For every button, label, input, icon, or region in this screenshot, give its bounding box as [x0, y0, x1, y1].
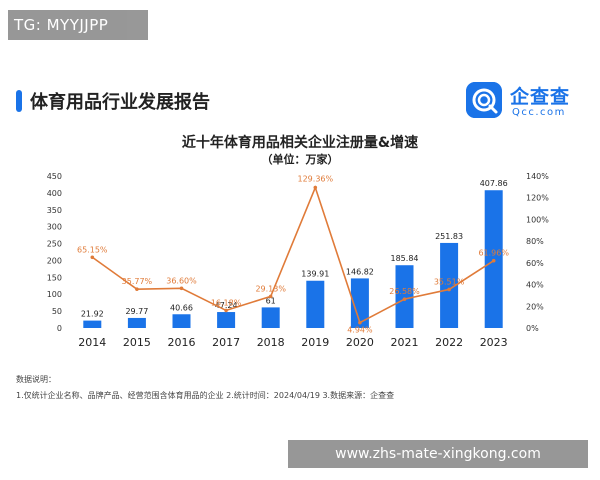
y-left-tick-label: 400	[47, 189, 62, 198]
bar-value-label: 47.24	[215, 301, 238, 310]
bar-value-label: 185.84	[391, 254, 419, 263]
bar-value-label: 40.66	[170, 303, 193, 312]
report-card: 体育用品行业发展报告 企查查 Qcc.com 近十年体育用品相关企业注册量&增速…	[0, 72, 600, 406]
y-left-tick-label: 250	[47, 240, 62, 249]
growth-rate-label: 61.96%	[478, 249, 509, 258]
x-tick-label: 2014	[78, 336, 106, 349]
growth-point	[224, 308, 228, 313]
growth-point	[90, 255, 95, 260]
growth-rate-label: 26.58%	[389, 287, 420, 296]
bar	[350, 278, 369, 328]
chart-subtitle: （单位：万家）	[261, 153, 339, 166]
y-left-tick-label: 450	[47, 172, 62, 181]
y-left-tick-label: 150	[47, 273, 62, 282]
qcc-logo: 企查查 Qcc.com	[466, 82, 586, 126]
y-right-tick-label: 60%	[526, 259, 544, 268]
y-right-tick-label: 20%	[526, 302, 544, 311]
x-tick-label: 2016	[168, 336, 196, 349]
growth-point	[358, 320, 362, 325]
y-right-tick-label: 0%	[526, 324, 539, 333]
combo-chart: 0 50 100 150 200 250 300 350 400 450 0% 20% 40% 60% 80…	[47, 172, 550, 349]
bar-value-label: 146.82	[346, 267, 374, 276]
bar-value-label: 251.83	[435, 232, 463, 241]
bar-value-label: 61	[266, 296, 276, 305]
bar	[261, 307, 280, 328]
bar	[127, 317, 146, 328]
growth-point	[268, 294, 273, 299]
bar-value-label: 21.92	[81, 310, 104, 319]
bar	[217, 312, 236, 328]
y-right-tick-label: 140%	[526, 172, 549, 181]
x-tick-label: 2021	[391, 336, 419, 349]
bar-value-label: 407.86	[480, 179, 508, 188]
y-right-tick-label: 100%	[526, 215, 549, 224]
report-title: 体育用品行业发展报告	[30, 92, 210, 113]
notes-heading: 数据说明：	[16, 375, 56, 384]
growth-point	[179, 286, 184, 291]
bar-value-label: 139.91	[301, 270, 329, 279]
title-accent-bar	[16, 90, 22, 112]
growth-point	[491, 258, 496, 263]
growth-point	[402, 297, 407, 301]
y-right-tick-label: 80%	[526, 237, 544, 246]
growth-line	[91, 185, 495, 324]
logo-domain: Qcc.com	[512, 107, 566, 118]
bar	[440, 242, 459, 328]
growth-rate-label: 129.36%	[298, 175, 334, 184]
notes-body: 1.仅统计企业名称、品牌产品、经营范围含体育用品的企业 2.统计时间：2024/…	[16, 391, 395, 400]
growth-point	[135, 287, 139, 291]
watermark-url-badge: www.zhs-mate-xingkong.com	[288, 440, 588, 468]
watermark-top-badge: TG: MYYJJPP	[8, 10, 148, 40]
bar	[172, 314, 191, 328]
growth-rate-label: 4.94%	[347, 326, 373, 335]
logo-name: 企查查	[510, 86, 571, 108]
bar	[83, 320, 102, 328]
y-left-tick-label: 100	[47, 290, 62, 299]
chart-title: 近十年体育用品相关企业注册量&增速	[181, 135, 419, 151]
growth-rate-label: 16.18%	[211, 298, 242, 307]
growth-rate-label: 65.15%	[77, 245, 108, 254]
growth-rate-label: 29.13%	[255, 284, 286, 293]
y-left-tick-label: 200	[47, 256, 62, 265]
x-tick-label: 2022	[435, 336, 463, 349]
qcc-logo-icon	[466, 82, 502, 118]
bar	[306, 280, 325, 328]
x-tick-label: 2017	[212, 336, 240, 349]
y-left-tick-label: 50	[52, 307, 62, 316]
y-right-tick-label: 120%	[526, 194, 549, 203]
x-tick-label: 2019	[301, 336, 329, 349]
y-left-tick-label: 300	[47, 223, 62, 232]
growth-rate-label: 35.77%	[122, 277, 153, 286]
bar-value-label: 29.77	[125, 307, 148, 316]
growth-point	[447, 287, 451, 292]
growth-rate-label: 35.51%	[434, 277, 465, 286]
growth-point	[313, 185, 318, 190]
y-left-tick-label: 350	[47, 206, 62, 215]
x-tick-label: 2020	[346, 336, 374, 349]
growth-rate-label: 36.60%	[166, 276, 197, 285]
y-right-tick-label: 40%	[526, 281, 544, 290]
x-tick-label: 2015	[123, 336, 151, 349]
x-tick-label: 2018	[257, 336, 285, 349]
x-tick-label: 2023	[480, 336, 508, 349]
bar	[395, 265, 414, 328]
y-left-tick-label: 0	[57, 324, 62, 333]
